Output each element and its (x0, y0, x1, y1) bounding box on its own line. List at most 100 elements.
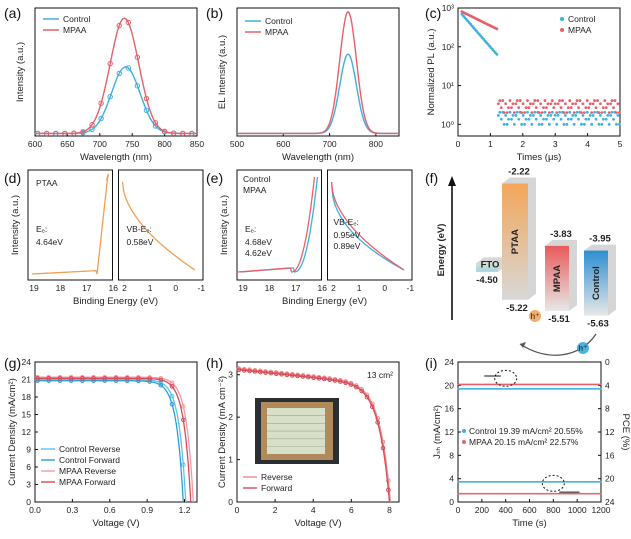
i-jsc-mpaa-point (463, 383, 466, 386)
c-data-point (572, 122, 576, 126)
i-jsc-control-point (566, 388, 569, 390)
i-jsc-control-point (494, 388, 496, 390)
i-jsc-mpaa-point (522, 383, 524, 386)
i-jsc-mpaa-point (528, 383, 531, 386)
i-jsc-control-point (463, 388, 466, 390)
i-pce-control-point (457, 481, 459, 483)
d-xlabel: Binding Energy (eV) (73, 296, 158, 307)
h-letter: (h) (206, 355, 223, 371)
i-pce-control-point (560, 481, 562, 483)
d-xtick-label: 19 (29, 283, 39, 293)
i-pce-mpaa-point (516, 492, 519, 495)
i-jsc-control-point (514, 388, 516, 390)
i-jsc-mpaa-point (486, 383, 489, 386)
a-marker (98, 100, 104, 106)
e-ef-label: Eₑ: (245, 224, 256, 234)
i-pce-mpaa-point (533, 492, 536, 495)
c-xtick-label: 1 (488, 139, 493, 149)
i-pce-mpaa-point (548, 492, 551, 495)
i-pce-mpaa-point (551, 492, 554, 495)
i-pce-mpaa-point (493, 492, 496, 495)
i-jsc-control-point (561, 388, 564, 390)
g-xtick-label: 0.3 (66, 505, 78, 515)
h-marker (386, 487, 391, 493)
g-marker (35, 376, 40, 381)
i-pce-mpaa-point (594, 492, 596, 495)
c-data-point (499, 106, 503, 110)
i-pce-control-point (481, 481, 484, 483)
i-jsc-mpaa-point (568, 383, 571, 386)
c-data-point (571, 102, 575, 106)
i-jsc-mpaa-point (550, 383, 552, 386)
i-jsc-control-point (532, 388, 534, 390)
i-jsc-control-point (574, 388, 576, 390)
i-pce-control-point (485, 481, 487, 483)
a-series-line (35, 17, 197, 135)
i-jsc-mpaa-point (518, 383, 520, 386)
i-pce-mpaa-point (521, 492, 524, 495)
c-data-point (514, 102, 518, 106)
c-data-point (598, 102, 602, 106)
panel-e-frame-left (236, 169, 322, 281)
i-pce-control-point (596, 481, 598, 483)
i-jsc-mpaa-point (543, 383, 546, 386)
i-jsc-control-point (468, 388, 471, 390)
e-xtick2-label: 1 (357, 283, 362, 293)
i-pce-control-point (551, 481, 554, 483)
c-data-point (496, 113, 500, 117)
i-pce-mpaa-point (473, 492, 475, 495)
f-layer-name: PTAA (510, 229, 521, 254)
h-series-line (236, 367, 392, 503)
i-jsc-mpaa-point (505, 383, 508, 386)
i-pce-mpaa-point (561, 492, 564, 495)
i-jsc-control-point (578, 388, 580, 390)
i-jsc-control-point (537, 388, 539, 390)
g-ytick-label: 0 (26, 497, 31, 507)
c-data-point (609, 102, 613, 106)
i-jsc-control-point (545, 388, 547, 390)
c-data-point (515, 110, 519, 114)
c-ytick-label: 10³ (442, 3, 454, 13)
c-ytick-label: 10¹ (442, 81, 454, 91)
i-jsc-mpaa-point (551, 383, 554, 386)
i-pce-mpaa-point (480, 492, 482, 495)
i-jsc-control-point (560, 388, 562, 390)
i-jsc-control-point (481, 388, 484, 390)
a-marker (98, 115, 104, 122)
i-jsc-mpaa-point (483, 383, 485, 386)
i-jsc-mpaa-point (513, 383, 515, 386)
d-vb-value: 0.58eV (127, 237, 154, 247)
c-data-point (612, 117, 615, 121)
c-data-point (514, 113, 518, 117)
c-data-point (607, 122, 611, 126)
c-data-point (547, 111, 551, 115)
i-pce-mpaa-point (458, 492, 461, 495)
c-data-point (517, 106, 521, 110)
i-pce-control-point (565, 481, 568, 483)
c-data-point (565, 122, 569, 126)
i-pce-control-point (470, 481, 473, 483)
c-data-point (596, 99, 599, 102)
i-pce-control-point (490, 481, 493, 483)
i-jsc-mpaa-point (540, 383, 542, 386)
i-pce-control-point (550, 481, 553, 483)
i-pce-control-point (593, 481, 595, 483)
i-jsc-mpaa-point (525, 383, 527, 386)
i-jsc-control-point (498, 388, 500, 390)
g-xlabel: Voltage (V) (93, 518, 140, 529)
f-layer-name: FTO (481, 260, 500, 271)
i-jsc-control-point (484, 388, 486, 390)
i-jsc-mpaa-point (490, 383, 493, 386)
h-marker (279, 371, 284, 377)
i-jsc-mpaa-point (525, 383, 528, 386)
i-jsc-mpaa-point (563, 383, 566, 386)
i-jsc-mpaa-point (588, 383, 591, 386)
i-jsc-mpaa-point (461, 383, 463, 386)
i-jsc-mpaa-point (473, 383, 475, 386)
i-pce-mpaa-point (549, 492, 551, 495)
i-jsc-control-point (487, 388, 489, 390)
e-xlabel: Binding Energy (eV) (282, 296, 367, 307)
d-xtick2-label: 2 (122, 283, 127, 293)
c-data-point (593, 110, 596, 114)
i-jsc-mpaa-point (465, 383, 468, 386)
